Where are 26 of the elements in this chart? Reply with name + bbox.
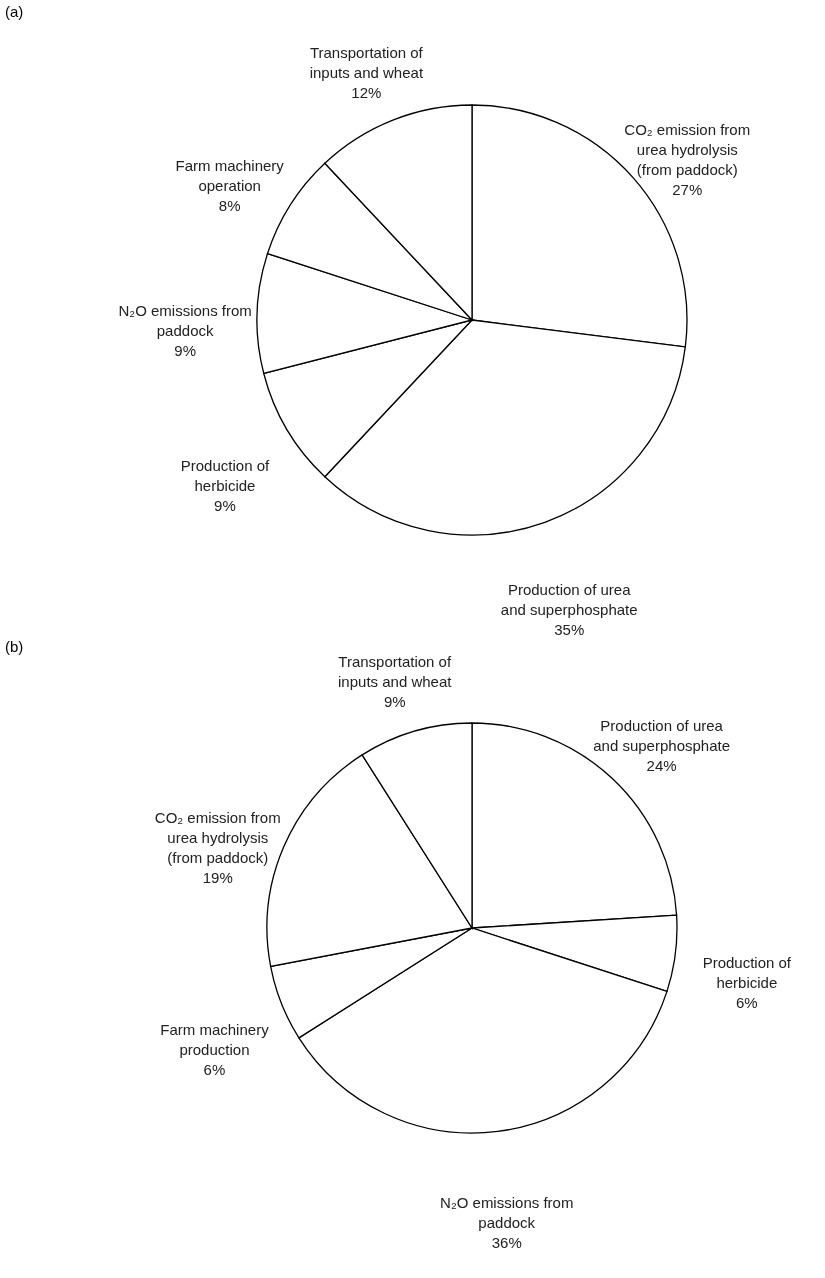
slice-label: Production of urea and superphosphate: [500, 581, 638, 619]
data-label: 9%: [214, 497, 236, 515]
data-label: 36%: [491, 1233, 522, 1251]
slice-label: CO₂ emission from urea hydrolysis (from paddock): [624, 121, 751, 179]
slice-label: Production of urea and superphosphate: [593, 717, 731, 755]
text: (b): [5, 638, 24, 655]
data-label: 35%: [554, 621, 585, 639]
slice-label: N₂O emissions from paddock: [118, 301, 252, 339]
slice-label: Farm machinery operation: [175, 157, 285, 195]
data-label: 12%: [351, 84, 382, 102]
data-label: 9%: [174, 341, 196, 359]
data-label: 6%: [203, 1060, 226, 1078]
data-label: 27%: [672, 181, 703, 199]
data-label: 24%: [646, 757, 677, 775]
slice-label: Production of herbicide: [180, 457, 270, 495]
slice-label: Transportation of inputs and wheat: [309, 44, 424, 82]
data-label: 8%: [218, 197, 241, 215]
slice-label: Farm machinery production: [160, 1020, 270, 1058]
chart-title: (a): [5, 3, 24, 20]
data-label: 9%: [383, 693, 406, 710]
slice-label: N₂O emissions from paddock: [440, 1193, 574, 1231]
slice-label: Transportation of inputs and wheat: [338, 653, 453, 690]
data-label: 6%: [735, 993, 758, 1011]
data-label: 19%: [202, 868, 233, 886]
slice-label: Production of herbicide: [702, 953, 792, 991]
slice-label: CO₂ emission from urea hydrolysis (from paddock): [154, 808, 281, 866]
